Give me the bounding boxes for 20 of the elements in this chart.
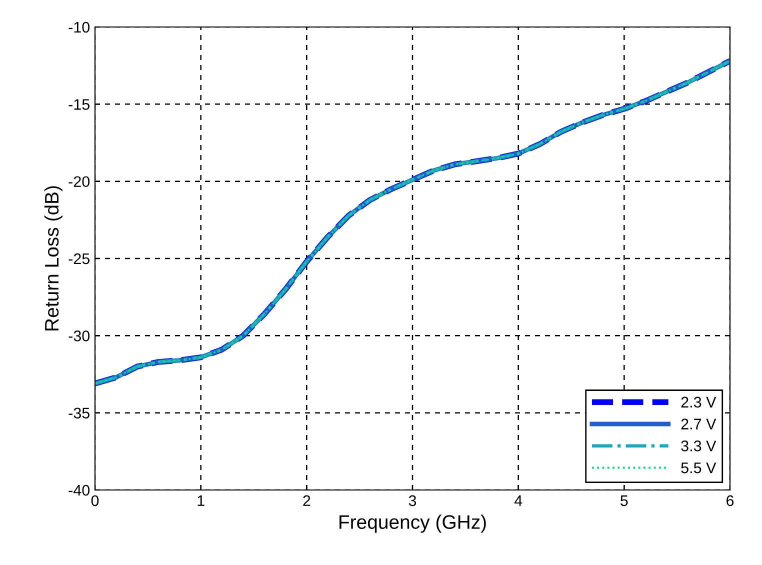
x-tick-label: 6	[726, 495, 734, 506]
y-tick-label: -10	[68, 22, 90, 33]
x-tick-label: 3	[408, 495, 416, 506]
x-tick-label: 5	[620, 495, 628, 506]
x-tick-label: 0	[91, 495, 99, 506]
y-tick-label: -35	[68, 408, 90, 419]
y-tick-label: -30	[68, 330, 90, 342]
x-tick-label: 4	[514, 495, 522, 506]
y-tick-label: -25	[68, 253, 90, 264]
y-tick-label: -15	[68, 99, 90, 110]
y-tick-label: -20	[68, 176, 90, 188]
legend-label: 3.3 V	[681, 440, 716, 452]
x-tick-label: 2	[303, 495, 310, 506]
y-tick-label: -40	[68, 484, 90, 496]
legend-label: 2.7 V	[681, 418, 716, 430]
x-axis-title: Frequency (GHz)	[340, 514, 486, 533]
legend-label: 2.3 V	[681, 396, 716, 408]
y-axis-title: Return Loss (dB)	[44, 186, 62, 330]
x-tick-label: 1	[198, 495, 204, 506]
legend-label: 5.5 V	[681, 462, 716, 474]
